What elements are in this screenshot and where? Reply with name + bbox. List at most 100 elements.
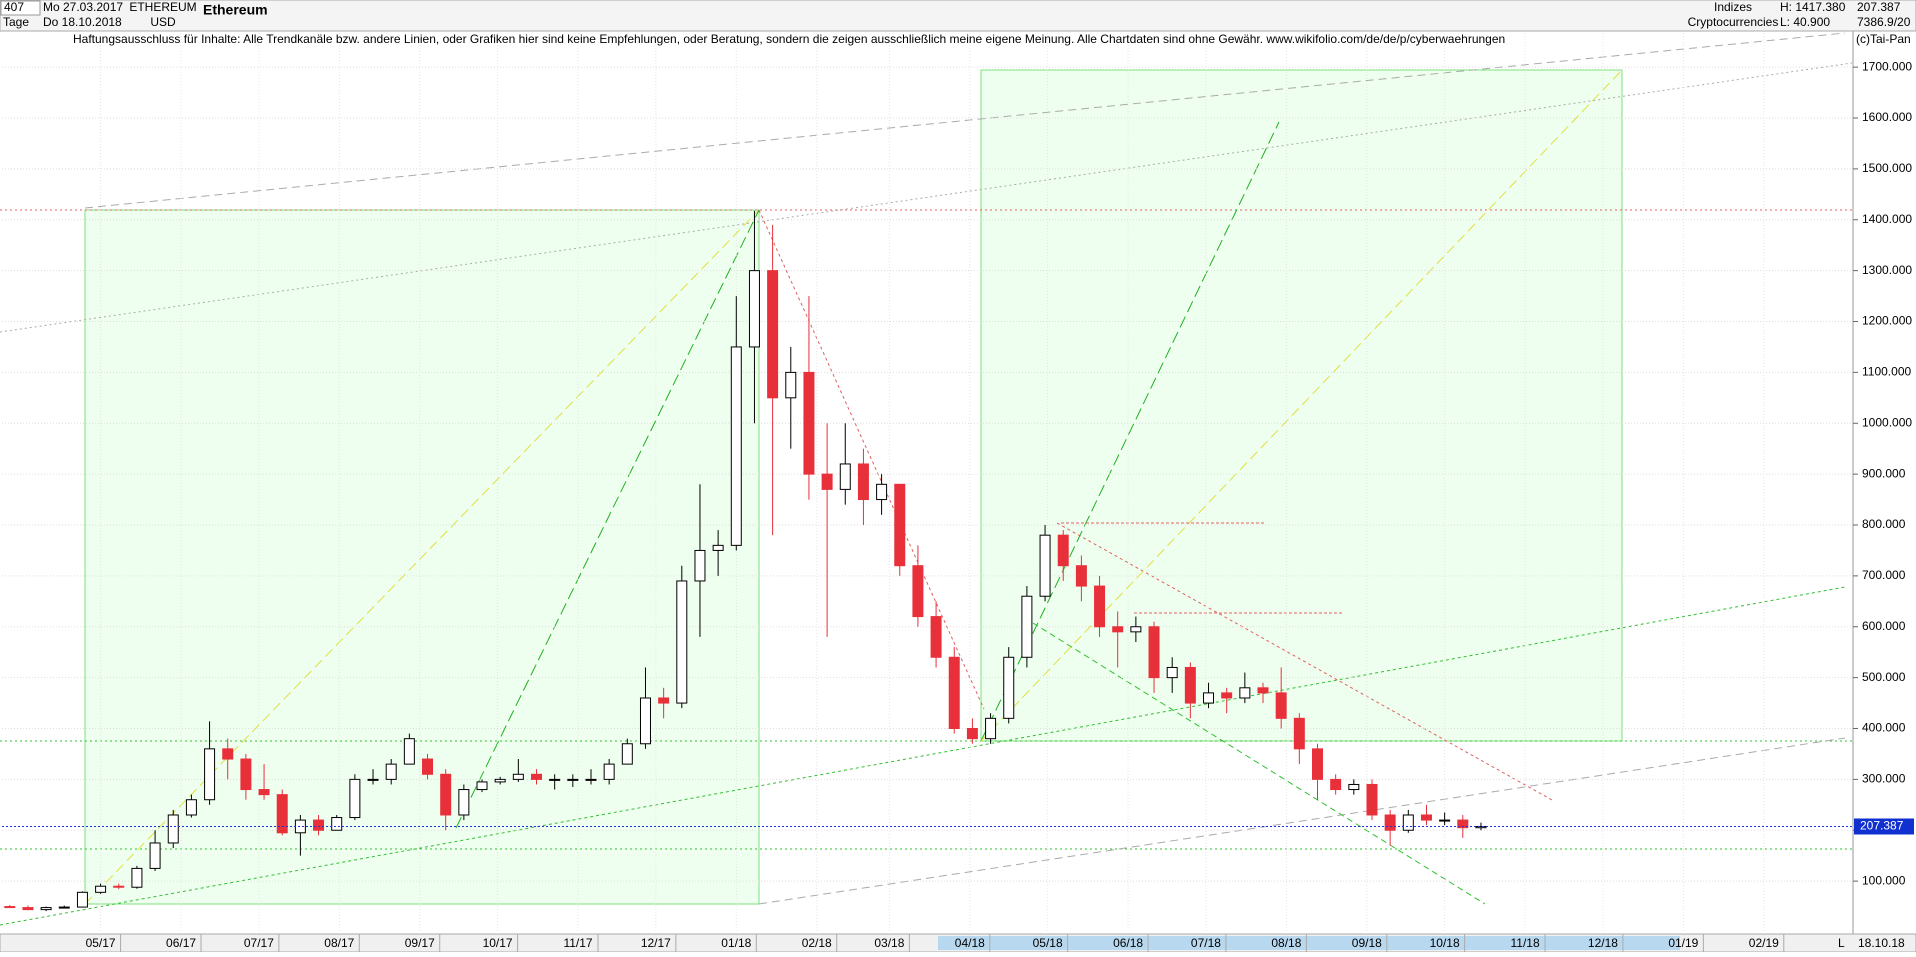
candle-body — [1075, 565, 1087, 587]
candle-body — [857, 463, 869, 501]
y-tick-label: 1300.000 — [1862, 263, 1912, 277]
y-tick-label: 600.000 — [1862, 619, 1906, 633]
candle-body — [258, 789, 270, 796]
trend-line — [758, 737, 1846, 905]
candle-body — [803, 371, 815, 475]
last-price-label: 207.387 — [1860, 819, 1904, 833]
y-tick-label: 1400.000 — [1862, 212, 1912, 226]
annotations — [0, 32, 1853, 926]
candle-body — [876, 483, 888, 501]
high: H: 1417.380 — [1780, 0, 1846, 14]
candle-body — [712, 544, 724, 551]
candle-body — [1312, 748, 1323, 780]
candle-body — [785, 371, 797, 399]
candle-body — [658, 697, 670, 704]
y-tick-label: 800.000 — [1862, 517, 1906, 531]
currency: USD — [150, 15, 176, 29]
trend-line — [1032, 622, 1486, 905]
candle-body — [185, 799, 197, 816]
candle-body — [1348, 783, 1360, 791]
candle-body — [821, 473, 833, 490]
trend-line — [980, 69, 1623, 742]
candle-body — [512, 773, 524, 780]
y-tick-label: 500.000 — [1862, 670, 1906, 684]
candle-body — [1257, 687, 1269, 694]
candle-body — [58, 906, 70, 909]
last: 207.387 — [1857, 0, 1901, 14]
trend-line — [84, 209, 760, 905]
trend-line — [455, 209, 760, 829]
header: 407 Tage Mo 27.03.2017 Do 18.10.2018 ETH… — [0, 0, 1911, 29]
candle-body — [1330, 778, 1342, 791]
candle-body — [276, 794, 288, 834]
y-tick-label: 300.000 — [1862, 772, 1906, 786]
x-tick-label: 12/18 — [1588, 936, 1618, 950]
symbol: ETHEREUM — [129, 0, 196, 14]
candle-body — [22, 907, 34, 911]
x-tick-label: 10/17 — [483, 936, 513, 950]
low: L: 40.900 — [1780, 15, 1830, 29]
range-highlight — [938, 936, 1680, 950]
candle-body — [839, 463, 851, 490]
candle-body — [149, 842, 161, 869]
x-tick-label: 08/18 — [1271, 936, 1301, 950]
candle-body — [1184, 666, 1196, 704]
candle-body — [966, 728, 978, 740]
y-tick-label: 1700.000 — [1862, 59, 1912, 73]
candle-body — [930, 616, 942, 658]
x-tick-label: 02/19 — [1749, 936, 1779, 950]
candle-body — [1021, 595, 1033, 658]
trend-line — [0, 586, 1846, 926]
candle-body — [458, 789, 470, 816]
end-date: Do 18.10.2018 — [43, 15, 122, 29]
candle-body — [767, 270, 779, 399]
candle-body — [549, 778, 561, 781]
axis-mode: L — [1838, 936, 1845, 950]
info: 7386.9/20 — [1857, 15, 1911, 29]
candle-body — [948, 656, 960, 730]
x-axis: 05/17 06/17 07/17 08/17 09/17 10/17 11/17 12/17… — [86, 934, 1785, 952]
x-tick-label: 05/17 — [86, 936, 116, 950]
candle-body — [167, 814, 179, 844]
candle-body — [567, 778, 579, 781]
candle-body — [1475, 825, 1487, 829]
y-tick-label: 1000.000 — [1862, 415, 1912, 429]
candle-body — [95, 885, 107, 893]
x-tick-label: 06/17 — [166, 936, 196, 950]
x-tick-label: 10/18 — [1430, 936, 1460, 950]
candle-body — [222, 748, 234, 760]
candle-body — [1221, 692, 1233, 699]
candle-body — [585, 778, 597, 781]
candle-body — [730, 346, 742, 546]
x-tick-label: 05/18 — [1033, 936, 1063, 950]
candle-body — [694, 549, 706, 582]
group: Indizes — [1714, 0, 1752, 14]
candle-body — [1130, 626, 1142, 633]
timeframe[interactable]: Tage — [3, 15, 29, 29]
candle-body — [676, 580, 688, 704]
candle-body — [1293, 717, 1305, 750]
trend-line — [758, 209, 985, 710]
candle-body — [603, 763, 615, 780]
copyright: (c)Tai-Pan — [1856, 32, 1911, 46]
bar-count[interactable]: 407 — [4, 0, 24, 14]
candle-body — [1366, 783, 1378, 816]
plot — [2, 30, 1852, 932]
candle-body — [113, 885, 125, 888]
disclaimer: Haftungsausschluss für Inhalte: Alle Tre… — [73, 32, 1505, 46]
candle-body — [639, 697, 651, 745]
candle-body — [1275, 692, 1287, 719]
candle-body — [494, 778, 506, 783]
candle-body — [403, 738, 415, 765]
candle-body — [240, 758, 252, 791]
trend-line — [84, 32, 1846, 209]
y-tick-label: 1200.000 — [1862, 314, 1912, 328]
candle-body — [1003, 656, 1015, 719]
candle-body — [331, 817, 343, 831]
y-tick-label: 400.000 — [1862, 721, 1906, 735]
x-tick-label: 03/18 — [874, 936, 904, 950]
header-bar — [0, 0, 1916, 32]
x-tick-label: 01/19 — [1668, 936, 1698, 950]
